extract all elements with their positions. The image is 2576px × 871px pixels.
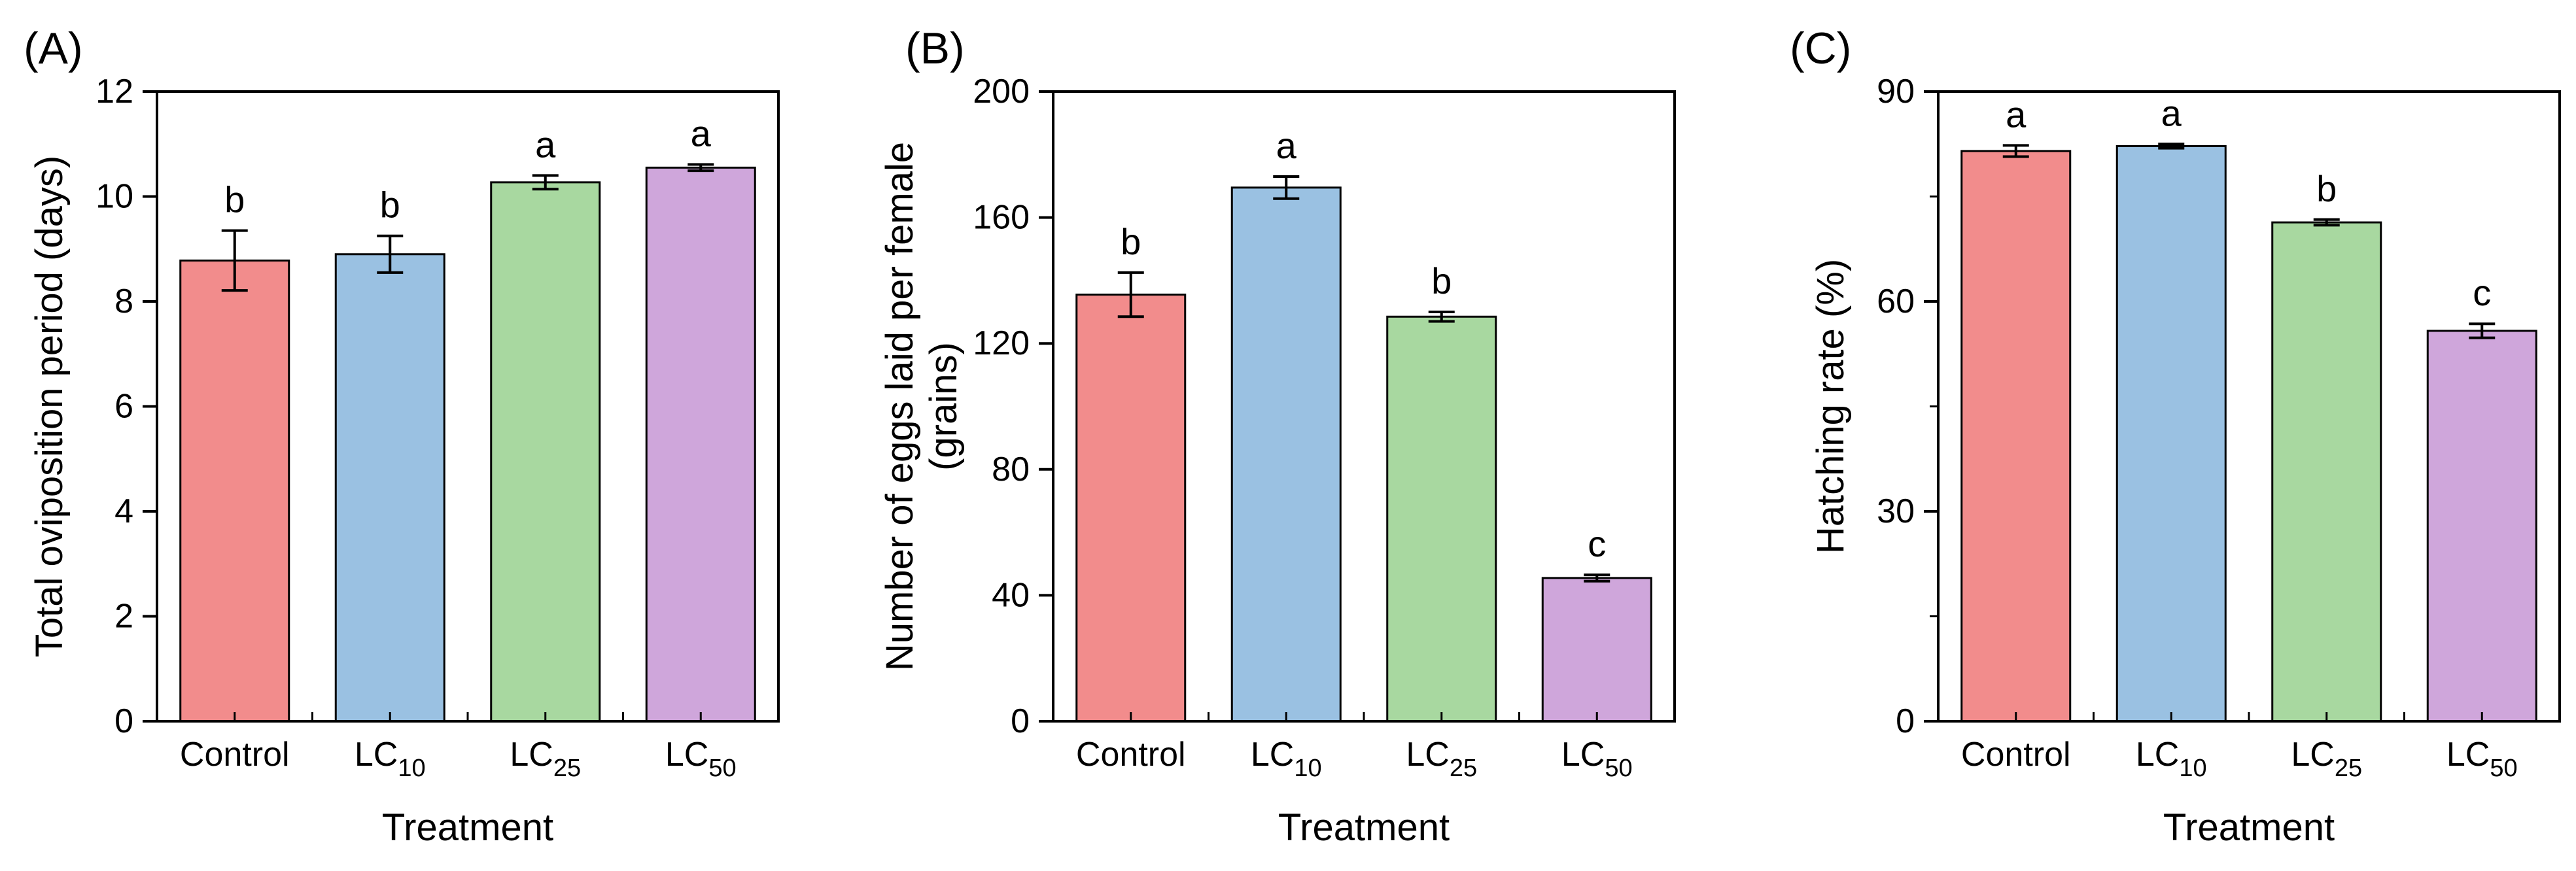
bar [1386, 315, 1497, 723]
sig-letter: b [1431, 260, 1452, 301]
y-tick-label: 80 [992, 451, 1030, 488]
panel-label-a: (A) [24, 24, 83, 73]
x-category-label: LC25 [510, 736, 581, 782]
bar [1075, 294, 1187, 723]
bar [179, 259, 290, 723]
bar [2426, 330, 2537, 723]
x-category-label: LC10 [355, 736, 426, 782]
x-category-label: Control [1076, 736, 1186, 774]
y-tick-label: 6 [114, 388, 133, 426]
x-category-label: Control [1961, 736, 2071, 774]
y-axis-title: Hatching rate (%) [1809, 259, 1852, 554]
bar [2115, 145, 2227, 723]
sig-letter: c [2473, 272, 2491, 313]
sig-letter: a [2161, 92, 2182, 133]
bar [2271, 221, 2382, 723]
y-tick-label: 2 [114, 598, 133, 636]
sig-letter: b [1121, 221, 1141, 262]
panel-label-c: (C) [1790, 24, 1852, 73]
chart-(B): 0 40 80 120 160 200 b a b c Control LC10 LC25 LC50 Tre… [879, 73, 1676, 849]
sig-letter: a [691, 113, 712, 154]
y-tick-label: 10 [96, 178, 133, 216]
panel-label-b: (B) [905, 24, 965, 73]
bar [1230, 186, 1342, 723]
x-category-label: LC10 [2136, 736, 2207, 782]
sig-letter: b [224, 179, 245, 220]
x-axis-title: Treatment [2163, 806, 2335, 849]
sig-letter: b [2316, 168, 2337, 209]
x-category-label: LC10 [1251, 736, 1322, 782]
y-tick-label: 40 [992, 576, 1030, 614]
panel-a: (A) 0 2 4 6 8 10 12 b b a a Control LC10 LC25 LC50 Trea… [0, 0, 863, 871]
x-category-label: LC50 [1561, 736, 1633, 782]
bar [490, 181, 601, 723]
sig-letter: a [2006, 94, 2027, 135]
y-axis-title: Total oviposition period (days) [28, 156, 71, 657]
y-tick-label: 8 [114, 282, 133, 320]
sig-letter: b [380, 184, 400, 226]
sig-letter: c [1588, 523, 1606, 564]
panel-c: (C) 0 30 60 90 a a b c Control LC10 LC25 LC50 Treatm… [1727, 0, 2576, 871]
bar [645, 166, 756, 723]
x-axis-title: Treatment [1278, 806, 1450, 849]
x-category-label: Control [180, 736, 290, 774]
sig-letter: a [1276, 125, 1297, 166]
y-tick-label: 200 [973, 73, 1030, 111]
chart-(A): 0 2 4 6 8 10 12 b b a a Control LC10 LC25 LC50 Treatmen… [28, 73, 780, 849]
y-tick-label: 120 [973, 324, 1030, 362]
y-tick-label: 0 [114, 702, 133, 740]
x-category-label: LC25 [1406, 736, 1477, 782]
bar [1541, 577, 1652, 723]
y-tick-label: 160 [973, 199, 1030, 237]
x-category-label: LC50 [665, 736, 737, 782]
sig-letter: a [535, 124, 556, 165]
chart-(C): 0 30 60 90 a a b c Control LC10 LC25 LC50 Treatment H… [1809, 73, 2561, 849]
y-tick-label: 90 [1877, 73, 1915, 111]
panel-b: (B) 0 40 80 120 160 200 b a b c Control LC10 LC25 LC5… [863, 0, 1727, 871]
x-category-label: LC50 [2446, 736, 2518, 782]
y-tick-label: 0 [1896, 702, 1915, 740]
y-tick-label: 4 [114, 492, 133, 530]
y-tick-label: 12 [96, 73, 133, 111]
x-category-label: LC25 [2291, 736, 2362, 782]
y-tick-label: 30 [1877, 492, 1915, 530]
y-tick-label: 60 [1877, 282, 1915, 320]
x-axis-title: Treatment [382, 806, 553, 849]
bar [1960, 150, 2072, 723]
y-axis-title: Number of eggs laid per female [879, 142, 921, 671]
bar [334, 253, 445, 723]
y-axis-title: (grains) [922, 342, 965, 471]
y-tick-label: 0 [1011, 702, 1030, 740]
